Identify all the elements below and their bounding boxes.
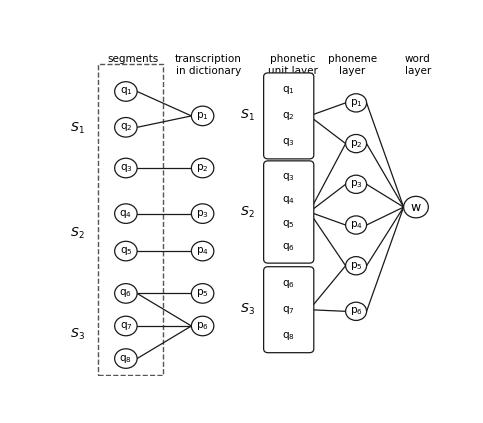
Text: phonetic
unit layer: phonetic unit layer bbox=[268, 54, 317, 77]
FancyBboxPatch shape bbox=[264, 267, 314, 353]
Circle shape bbox=[114, 118, 137, 137]
Text: q$_2$: q$_2$ bbox=[283, 110, 295, 122]
Circle shape bbox=[114, 204, 137, 223]
Text: p$_2$: p$_2$ bbox=[197, 162, 209, 174]
Text: S$_1$: S$_1$ bbox=[70, 121, 85, 137]
Text: S$_2$: S$_2$ bbox=[241, 204, 255, 220]
Text: q$_6$: q$_6$ bbox=[119, 287, 132, 299]
Text: p$_1$: p$_1$ bbox=[196, 110, 209, 122]
Circle shape bbox=[346, 257, 367, 275]
Text: p$_3$: p$_3$ bbox=[350, 179, 362, 190]
Text: S$_1$: S$_1$ bbox=[240, 108, 255, 124]
Text: q$_1$: q$_1$ bbox=[283, 84, 295, 96]
Circle shape bbox=[404, 196, 428, 218]
Text: q$_7$: q$_7$ bbox=[283, 304, 295, 316]
Text: p$_6$: p$_6$ bbox=[196, 320, 209, 332]
Circle shape bbox=[346, 216, 367, 234]
Text: q$_5$: q$_5$ bbox=[120, 245, 132, 257]
Text: p$_5$: p$_5$ bbox=[350, 260, 362, 272]
Text: q$_6$: q$_6$ bbox=[282, 242, 295, 253]
Text: q$_2$: q$_2$ bbox=[120, 121, 132, 133]
Text: p$_3$: p$_3$ bbox=[196, 208, 209, 220]
Circle shape bbox=[191, 316, 214, 336]
Text: q$_3$: q$_3$ bbox=[119, 162, 132, 174]
Text: q$_1$: q$_1$ bbox=[120, 85, 132, 97]
Circle shape bbox=[191, 241, 214, 261]
Text: segments: segments bbox=[108, 54, 159, 64]
Text: q$_6$: q$_6$ bbox=[282, 277, 295, 290]
Circle shape bbox=[346, 94, 367, 112]
Text: S$_3$: S$_3$ bbox=[70, 327, 85, 342]
FancyBboxPatch shape bbox=[264, 161, 314, 263]
Text: S$_2$: S$_2$ bbox=[70, 225, 85, 241]
Text: p$_5$: p$_5$ bbox=[196, 287, 209, 299]
Text: q$_4$: q$_4$ bbox=[119, 208, 132, 220]
Text: p$_2$: p$_2$ bbox=[350, 137, 362, 150]
Circle shape bbox=[114, 316, 137, 336]
Text: q$_3$: q$_3$ bbox=[283, 170, 295, 183]
Circle shape bbox=[191, 106, 214, 126]
Text: q$_4$: q$_4$ bbox=[282, 194, 295, 206]
Circle shape bbox=[114, 158, 137, 178]
Circle shape bbox=[346, 135, 367, 153]
Circle shape bbox=[114, 284, 137, 303]
Text: word
layer: word layer bbox=[405, 54, 431, 77]
Circle shape bbox=[114, 241, 137, 261]
Text: q$_8$: q$_8$ bbox=[282, 330, 295, 342]
Text: p$_1$: p$_1$ bbox=[350, 97, 362, 109]
Text: p$_4$: p$_4$ bbox=[350, 219, 363, 231]
Text: p$_4$: p$_4$ bbox=[196, 245, 209, 257]
Circle shape bbox=[114, 82, 137, 101]
Text: S$_3$: S$_3$ bbox=[240, 302, 255, 317]
Text: q$_3$: q$_3$ bbox=[283, 136, 295, 148]
Circle shape bbox=[191, 284, 214, 303]
Circle shape bbox=[191, 158, 214, 178]
Text: p$_6$: p$_6$ bbox=[350, 305, 363, 317]
Text: q$_7$: q$_7$ bbox=[119, 320, 132, 332]
Text: transcription
in dictionary: transcription in dictionary bbox=[175, 54, 242, 77]
Text: q$_8$: q$_8$ bbox=[119, 352, 132, 365]
Circle shape bbox=[114, 349, 137, 368]
Text: q$_5$: q$_5$ bbox=[283, 218, 295, 230]
FancyBboxPatch shape bbox=[264, 73, 314, 159]
Circle shape bbox=[346, 302, 367, 321]
Circle shape bbox=[191, 204, 214, 223]
Text: w: w bbox=[411, 201, 421, 214]
Text: phoneme
layer: phoneme layer bbox=[328, 54, 377, 77]
Circle shape bbox=[346, 175, 367, 193]
